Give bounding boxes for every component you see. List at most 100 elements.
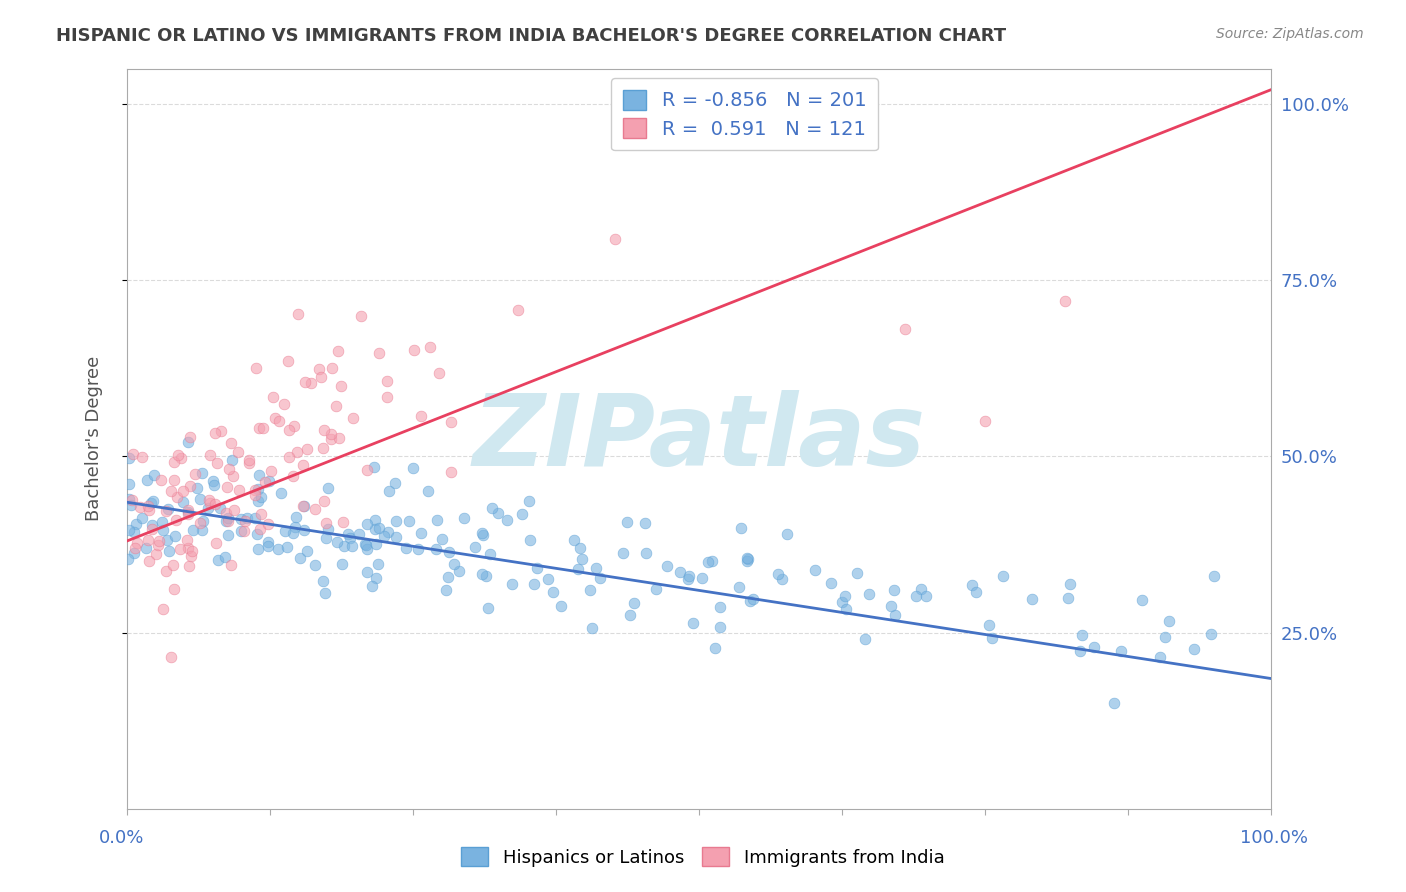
Text: 100.0%: 100.0%: [1240, 829, 1308, 847]
Point: [668, 565, 690, 579]
Point: [283, 418, 305, 433]
Point: [440, 465, 463, 479]
Point: [156, 533, 179, 547]
Point: [312, 442, 335, 456]
Point: [735, 550, 758, 565]
Point: [619, 607, 641, 622]
Point: [152, 523, 174, 537]
Point: [238, 456, 260, 470]
Point: [517, 494, 540, 508]
Point: [690, 571, 713, 585]
Point: [741, 592, 763, 607]
Text: 0.0%: 0.0%: [98, 829, 143, 847]
Point: [443, 558, 465, 572]
Point: [634, 516, 657, 531]
Point: [177, 503, 200, 517]
Point: [191, 515, 214, 529]
Point: [915, 590, 938, 604]
Point: [770, 573, 793, 587]
Point: [136, 499, 159, 513]
Point: [177, 435, 200, 450]
Point: [260, 464, 283, 478]
Point: [145, 547, 167, 561]
Point: [287, 307, 309, 321]
Point: [155, 565, 177, 579]
Point: [257, 534, 280, 549]
Point: [243, 483, 266, 497]
Point: [273, 397, 295, 411]
Point: [245, 511, 267, 525]
Point: [197, 492, 219, 507]
Point: [183, 523, 205, 537]
Point: [738, 594, 761, 608]
Point: [1184, 642, 1206, 657]
Point: [318, 481, 340, 495]
Point: [612, 546, 634, 560]
Point: [858, 587, 880, 601]
Point: [501, 577, 523, 591]
Point: [375, 374, 398, 388]
Point: [249, 522, 271, 536]
Point: [377, 524, 399, 539]
Point: [197, 501, 219, 516]
Point: [138, 554, 160, 568]
Point: [1021, 592, 1043, 607]
Point: [330, 557, 353, 571]
Point: [232, 524, 254, 539]
Point: [250, 508, 273, 522]
Point: [437, 545, 460, 559]
Point: [217, 514, 239, 528]
Point: [697, 555, 720, 569]
Point: [406, 541, 429, 556]
Point: [353, 537, 375, 551]
Point: [120, 499, 142, 513]
Point: [162, 558, 184, 572]
Point: [169, 541, 191, 556]
Point: [437, 570, 460, 584]
Point: [728, 580, 751, 594]
Point: [384, 530, 406, 544]
Point: [1102, 697, 1125, 711]
Point: [486, 506, 509, 520]
Point: [172, 495, 194, 509]
Point: [820, 576, 842, 591]
Point: [117, 523, 139, 537]
Point: [217, 528, 239, 542]
Point: [440, 415, 463, 429]
Point: [295, 544, 318, 558]
Point: [537, 572, 560, 586]
Point: [330, 379, 353, 393]
Point: [1069, 644, 1091, 658]
Point: [623, 596, 645, 610]
Point: [138, 503, 160, 517]
Point: [118, 491, 141, 506]
Point: [150, 515, 173, 529]
Point: [321, 361, 343, 376]
Point: [245, 361, 267, 376]
Point: [363, 460, 385, 475]
Point: [1083, 640, 1105, 654]
Point: [170, 450, 193, 465]
Point: [508, 302, 530, 317]
Point: [118, 451, 141, 466]
Point: [519, 533, 541, 548]
Point: [217, 480, 239, 494]
Point: [202, 475, 225, 489]
Point: [221, 436, 243, 450]
Point: [117, 551, 139, 566]
Point: [429, 366, 451, 380]
Point: [179, 479, 201, 493]
Point: [134, 541, 156, 555]
Point: [340, 539, 363, 553]
Point: [378, 483, 401, 498]
Point: [276, 540, 298, 554]
Point: [737, 552, 759, 566]
Point: [364, 522, 387, 536]
Point: [368, 521, 391, 535]
Point: [312, 574, 335, 588]
Point: [143, 468, 166, 483]
Point: [121, 493, 143, 508]
Point: [152, 602, 174, 616]
Point: [1056, 591, 1078, 606]
Point: [308, 362, 330, 376]
